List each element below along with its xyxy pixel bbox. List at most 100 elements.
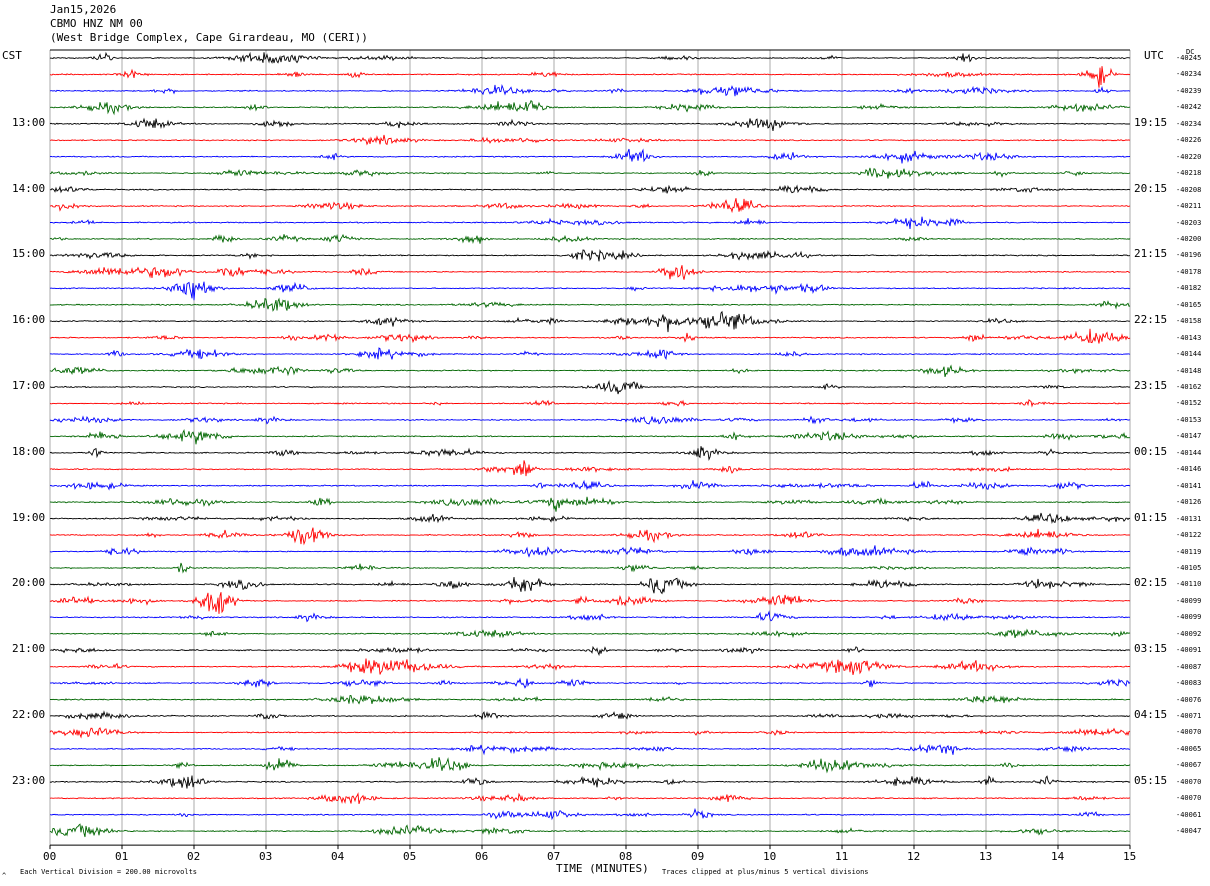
- x-tick-label: 07: [547, 850, 561, 864]
- seismic-trace: [49, 249, 1130, 262]
- location-label: (West Bridge Complex, Cape Girardeau, MO…: [50, 31, 368, 44]
- seismic-trace: [49, 479, 1131, 491]
- dc-offset-label: -40196: [1176, 251, 1202, 260]
- x-tick-label: 01: [115, 850, 129, 864]
- dc-offset-label: -40122: [1176, 531, 1202, 540]
- dc-offset-label: -40070: [1176, 794, 1202, 803]
- dc-offset-label: -40061: [1176, 810, 1202, 819]
- x-tick-label: 11: [835, 850, 849, 864]
- seismic-trace: [49, 658, 1131, 676]
- dc-offset-label: -40158: [1176, 317, 1202, 326]
- seismic-trace: [49, 694, 1131, 705]
- dc-offset-label: -40105: [1176, 563, 1202, 572]
- seismic-trace: [49, 645, 1131, 657]
- seismic-trace: [49, 710, 1131, 721]
- utc-hour-label: 01:15: [1134, 510, 1168, 524]
- dc-offset-label: -40211: [1176, 202, 1202, 211]
- seismic-trace: [49, 460, 1131, 477]
- dc-offset-label: -40234: [1176, 70, 1202, 79]
- seismic-trace: [49, 347, 1131, 360]
- dc-offset-label: -40148: [1176, 366, 1202, 375]
- seismic-trace: [49, 148, 1131, 164]
- x-tick-label: 05: [403, 850, 417, 864]
- seismic-trace: [49, 399, 1131, 408]
- station-label: CBMO HNZ NM 00: [50, 17, 143, 30]
- x-tick-label: 12: [907, 850, 921, 864]
- seismic-trace: [49, 743, 1131, 756]
- x-axis-title: TIME (MINUTES): [556, 862, 649, 875]
- seismic-trace: [49, 496, 1131, 512]
- x-tick-label: 14: [1051, 850, 1065, 864]
- dc-offset-label: -40165: [1176, 300, 1202, 309]
- dc-label: DC: [1186, 48, 1195, 56]
- x-tick-label: 03: [259, 850, 273, 864]
- cst-hour-label: 19:00: [12, 510, 46, 524]
- dc-offset-label: -40087: [1176, 662, 1202, 671]
- seismic-trace: [49, 310, 1131, 333]
- seismic-trace: [49, 592, 1131, 614]
- dc-offset-label: -40153: [1176, 415, 1202, 424]
- seismic-trace: [49, 216, 1130, 229]
- dc-offset-label: -40245: [1176, 54, 1202, 62]
- seismic-trace: [50, 757, 1131, 774]
- dc-offset-label: -40146: [1176, 465, 1202, 474]
- dc-offset-label: -40126: [1176, 498, 1202, 507]
- dc-offset-label: -40099: [1176, 596, 1202, 605]
- x-tick-label: 09: [691, 850, 705, 864]
- dc-offset-label: -40092: [1176, 629, 1202, 638]
- cst-hour-label: 13:00: [12, 115, 46, 129]
- dc-offset-label: -40208: [1176, 185, 1202, 194]
- dc-offset-label: -40220: [1176, 152, 1202, 161]
- seismic-trace: [49, 364, 1131, 378]
- seismic-trace: [49, 134, 1131, 146]
- utc-hour-label: 21:15: [1134, 247, 1168, 261]
- utc-hour-label: 20:15: [1134, 181, 1168, 195]
- x-tick-label: 13: [979, 850, 993, 864]
- seismic-trace: [49, 446, 1131, 461]
- seismic-trace: [49, 51, 1131, 64]
- utc-axis-label: UTC: [1144, 49, 1164, 62]
- seismic-trace: [49, 628, 1131, 639]
- dc-offset-label: -40070: [1176, 777, 1202, 786]
- x-tick-label: 10: [763, 850, 777, 864]
- seismic-trace: [49, 415, 1131, 425]
- x-tick-label: 15: [1123, 850, 1137, 864]
- dc-offset-label: -40234: [1176, 119, 1202, 128]
- dc-offset-label: -40200: [1176, 234, 1202, 243]
- seismic-trace: [49, 117, 1131, 131]
- dc-offset-label: -40076: [1176, 695, 1202, 704]
- seismic-trace: [49, 775, 1131, 789]
- seismic-trace: [49, 527, 1131, 546]
- utc-hour-label: 23:15: [1134, 379, 1168, 392]
- x-tick-label: 06: [475, 850, 489, 864]
- dc-offset-label: -40083: [1176, 679, 1202, 688]
- seismic-trace: [49, 610, 1131, 623]
- seismic-trace: [49, 807, 1131, 821]
- dc-offset-label: -40071: [1176, 712, 1202, 720]
- seismic-trace: [49, 562, 1131, 574]
- seismic-trace: [49, 677, 1131, 689]
- dc-offset-label: -40178: [1176, 267, 1202, 276]
- cst-hour-label: 17:00: [12, 379, 46, 392]
- seismic-trace: [49, 297, 1131, 312]
- seismic-trace: [49, 545, 1131, 558]
- cst-hour-label: 15:00: [12, 247, 46, 261]
- corner-mark: ^: [2, 872, 7, 880]
- dc-offset-label: -40141: [1176, 481, 1202, 490]
- seismic-trace: [49, 83, 1131, 97]
- cst-hour-label: 22:00: [12, 708, 46, 721]
- dc-offset-label: -40144: [1176, 350, 1202, 359]
- seismic-trace: [49, 66, 1131, 88]
- seismic-trace: [49, 184, 1131, 194]
- utc-hour-label: 04:15: [1134, 708, 1168, 721]
- seismic-trace: [49, 198, 1131, 214]
- seismic-trace: [49, 576, 1131, 595]
- date-label: Jan15,2026: [50, 3, 117, 16]
- cst-hour-label: 23:00: [12, 773, 46, 787]
- seismic-trace: [50, 99, 1131, 116]
- scale-note: Each Vertical Division = 200.00 microvol…: [20, 868, 198, 876]
- seismic-trace: [49, 792, 1130, 805]
- cst-hour-label: 14:00: [12, 181, 46, 195]
- dc-offset-label: -40152: [1176, 399, 1202, 408]
